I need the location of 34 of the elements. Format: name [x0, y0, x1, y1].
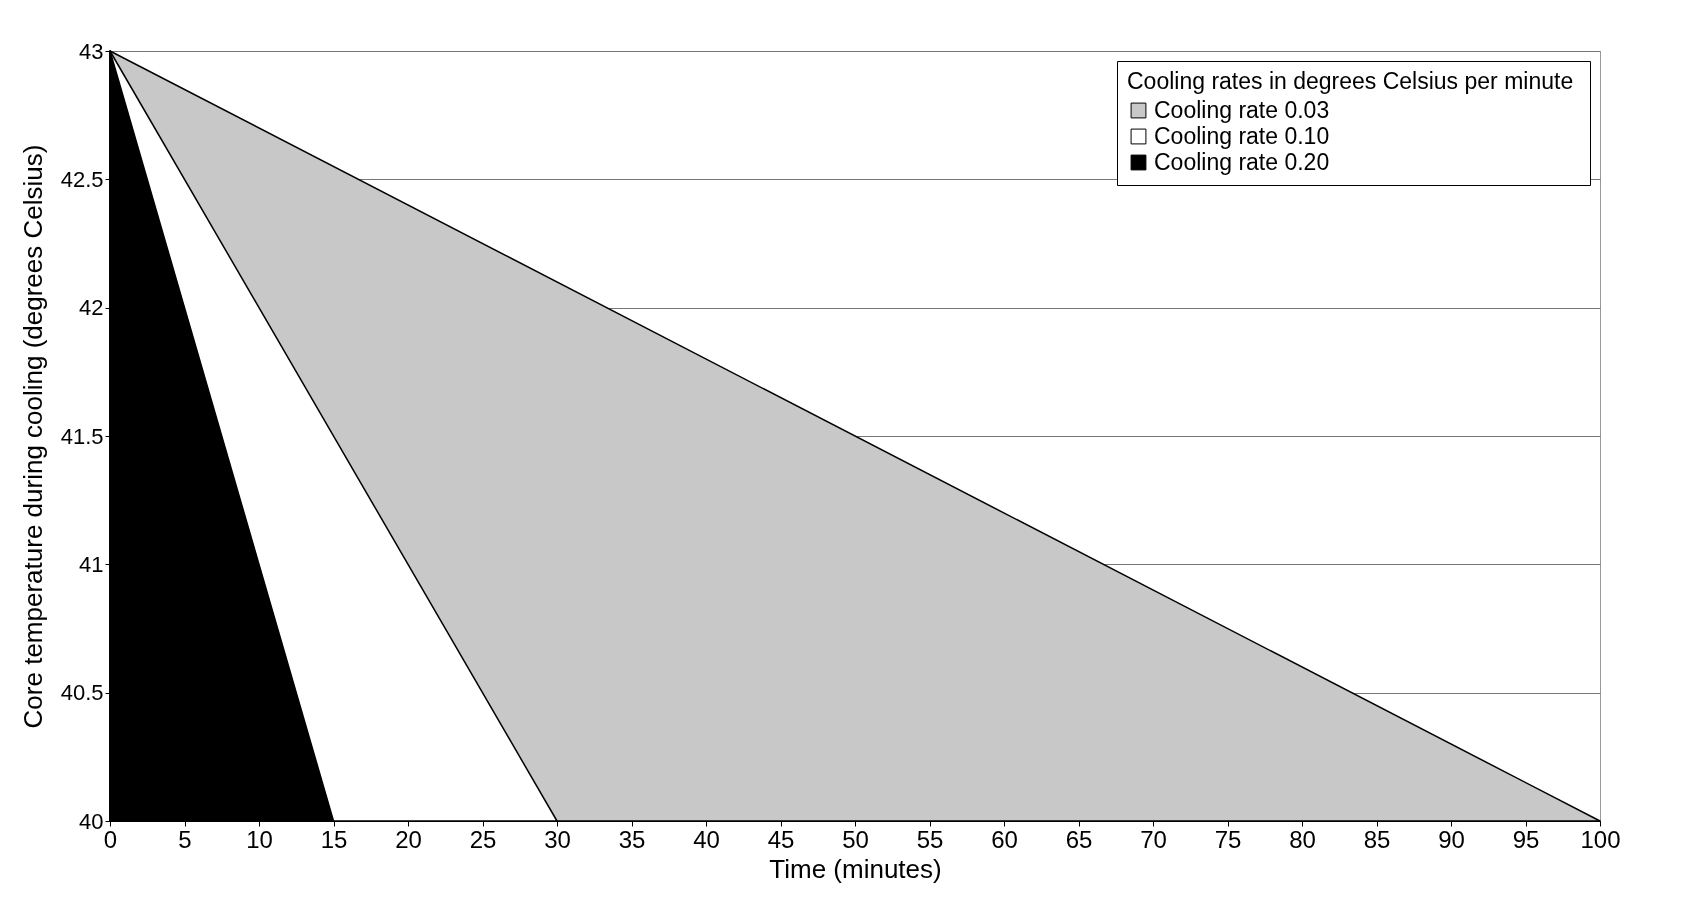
- x-tick-label: 30: [544, 825, 571, 853]
- x-tick-label: 0: [103, 825, 118, 853]
- x-tick-label: 45: [767, 825, 795, 853]
- y-tick-label: 41: [79, 551, 104, 577]
- x-tick-label: 5: [178, 825, 192, 853]
- x-tick-label: 80: [1289, 825, 1316, 853]
- y-tick-label: 42: [79, 295, 104, 321]
- x-tick-label: 50: [842, 825, 869, 853]
- x-tick-label: 35: [618, 825, 646, 853]
- y-tick-label: 40: [79, 808, 104, 834]
- x-tick-label: 25: [469, 825, 497, 853]
- x-tick-label: 95: [1512, 825, 1540, 853]
- x-tick-label: 85: [1363, 825, 1391, 853]
- x-tick-label: 60: [991, 825, 1018, 853]
- x-tick-label: 40: [693, 825, 720, 853]
- x-tick-label: 100: [1580, 825, 1621, 853]
- x-tick-label: 90: [1438, 825, 1465, 853]
- legend-label: Cooling rate 0.03: [1154, 96, 1330, 123]
- y-tick-label: 42.5: [60, 166, 104, 192]
- x-tick-label: 65: [1065, 825, 1093, 853]
- y-tick-label: 40.5: [60, 680, 104, 706]
- x-tick-label: 70: [1140, 825, 1167, 853]
- x-tick-label: 75: [1214, 825, 1242, 853]
- legend-label: Cooling rate 0.20: [1154, 148, 1330, 175]
- x-tick-label: 10: [246, 825, 273, 853]
- y-tick-label: 43: [79, 38, 104, 64]
- x-tick-label: 20: [395, 825, 422, 853]
- legend-label: Cooling rate 0.10: [1154, 122, 1330, 149]
- y-axis-title: Core temperature during cooling (degrees Celsius): [17, 144, 48, 729]
- x-tick-label: 55: [916, 825, 944, 853]
- y-tick-label: 41.5: [60, 423, 104, 449]
- x-axis-title: Time (minutes): [769, 853, 942, 884]
- x-tick-label: 15: [320, 825, 348, 853]
- legend-title: Cooling rates in degrees Celsius per minute: [1127, 68, 1574, 94]
